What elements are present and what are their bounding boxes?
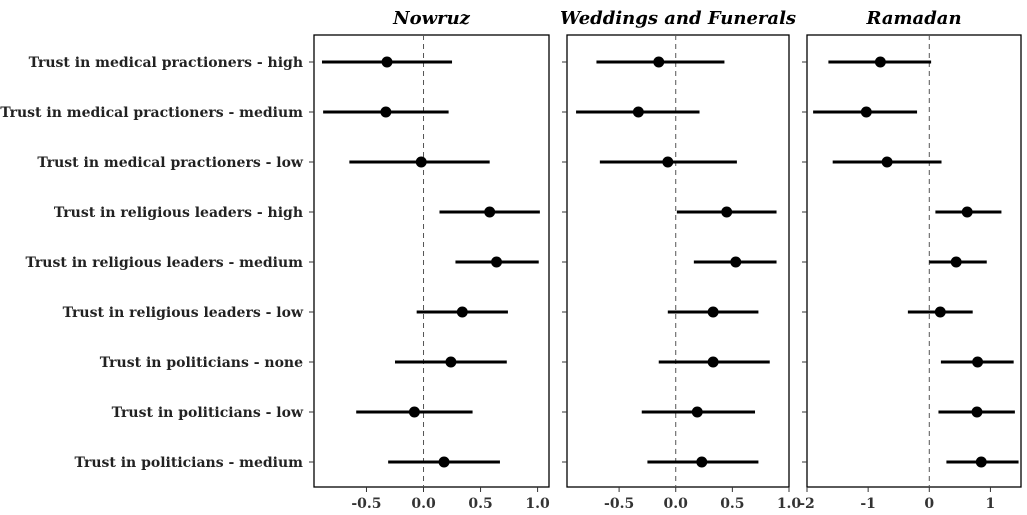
category-label: Trust in politicians - low <box>112 405 304 421</box>
category-label: Trust in medical practioners - high <box>29 55 303 71</box>
panel-border <box>806 34 1022 488</box>
point-estimate <box>438 456 450 468</box>
x-tick-label: 0 <box>924 496 934 512</box>
panel-1: Nowruz -0.5 0.0 0.5 1.0 <box>309 8 550 512</box>
x-tick-label: 0.0 <box>411 496 436 512</box>
point-estimate <box>456 306 468 318</box>
point-estimate <box>730 256 742 268</box>
point-estimate <box>721 206 733 218</box>
point-estimate <box>691 406 703 418</box>
point-estimate <box>696 456 708 468</box>
point-estimate <box>380 106 392 118</box>
x-tick-label: 0.5 <box>720 496 744 512</box>
panel-3: Ramadan -2 -1 0 1 <box>799 8 1022 512</box>
x-tick-label: -2 <box>799 496 815 512</box>
x-tick-label: 1.0 <box>777 496 802 512</box>
point-estimate <box>881 156 893 168</box>
point-estimate <box>874 56 886 68</box>
point-estimate <box>415 156 427 168</box>
point-estimate <box>653 56 665 68</box>
panel-title: Weddings and Funerals <box>560 8 796 29</box>
point-estimate <box>662 156 674 168</box>
panel-title: Ramadan <box>865 8 961 29</box>
point-estimate <box>445 356 457 368</box>
category-label: Trust in medical practioners - medium <box>0 105 303 121</box>
category-label: Trust in politicians - medium <box>75 455 304 471</box>
point-estimate <box>950 256 962 268</box>
point-estimate <box>961 206 973 218</box>
point-estimate <box>381 56 393 68</box>
point-estimate <box>860 106 872 118</box>
category-label: Trust in religious leaders - high <box>54 205 303 221</box>
point-estimate <box>971 406 983 418</box>
point-estimate <box>972 356 984 368</box>
category-label: Trust in religious leaders - low <box>63 305 304 321</box>
category-label: Trust in religious leaders - medium <box>26 255 304 271</box>
x-tick-label: -0.5 <box>351 496 381 512</box>
category-label: Trust in politicians - none <box>100 355 303 371</box>
x-tick-label: -0.5 <box>604 496 634 512</box>
point-estimate <box>484 206 496 218</box>
point-estimate <box>707 306 719 318</box>
point-estimate <box>491 256 503 268</box>
x-tick-label: 1.0 <box>525 496 550 512</box>
point-estimate <box>707 356 719 368</box>
point-estimate <box>632 106 644 118</box>
point-estimate <box>408 406 420 418</box>
x-tick-label: -1 <box>860 496 876 512</box>
panel-title: Nowruz <box>392 8 471 29</box>
panel-2: Weddings and Funerals -0.5 0.0 0.5 1.0 <box>560 8 801 512</box>
x-tick-label: 0.0 <box>664 496 689 512</box>
x-tick-label: 1 <box>986 496 996 512</box>
x-tick-label: 0.5 <box>468 496 492 512</box>
panel-border <box>313 34 550 488</box>
panel-border <box>566 34 790 488</box>
point-estimate <box>975 456 987 468</box>
category-label: Trust in medical practioners - low <box>37 155 304 171</box>
point-estimate <box>934 306 946 318</box>
category-labels: Trust in medical practioners - high Trust… <box>0 55 304 471</box>
